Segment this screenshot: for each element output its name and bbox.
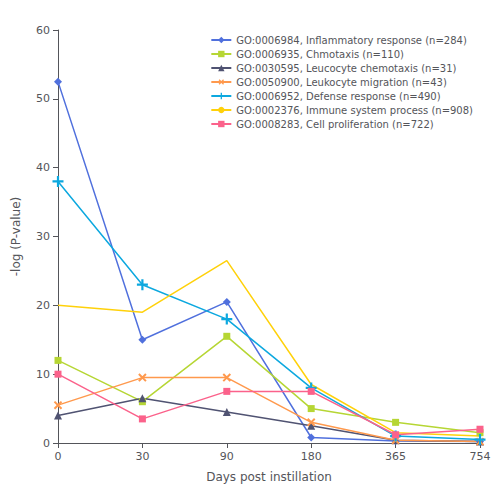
svg-text:50: 50 — [36, 92, 50, 105]
svg-text:GO:0050900, Leukocyte migratio: GO:0050900, Leukocyte migration (n=43) — [236, 77, 447, 88]
svg-text:754: 754 — [470, 450, 491, 463]
svg-text:20: 20 — [36, 299, 50, 312]
svg-text:0: 0 — [43, 437, 50, 450]
svg-text:GO:0006952, Defense response (: GO:0006952, Defense response (n=490) — [236, 91, 440, 102]
svg-text:GO:0006984, Inflammatory respo: GO:0006984, Inflammatory response (n=284… — [236, 35, 467, 46]
svg-text:GO:0008283, Cell proliferation: GO:0008283, Cell proliferation (n=722) — [236, 119, 433, 130]
svg-text:60: 60 — [36, 24, 50, 37]
svg-text:GO:0006935, Chmotaxis (n=110): GO:0006935, Chmotaxis (n=110) — [236, 49, 404, 60]
svg-text:40: 40 — [36, 161, 50, 174]
svg-text:GO:0002376, Immune system proc: GO:0002376, Immune system process (n=908… — [236, 105, 473, 116]
svg-text:GO:0030595, Leucocyte chemotax: GO:0030595, Leucocyte chemotaxis (n=31) — [236, 63, 456, 74]
svg-text:30: 30 — [135, 450, 149, 463]
svg-text:Days post instillation: Days post instillation — [206, 470, 332, 484]
svg-text:365: 365 — [385, 450, 406, 463]
svg-text:30: 30 — [36, 230, 50, 243]
svg-text:90: 90 — [220, 450, 234, 463]
svg-text:10: 10 — [36, 368, 50, 381]
svg-text:180: 180 — [301, 450, 322, 463]
svg-text:0: 0 — [55, 450, 62, 463]
svg-text:-log (P-value): -log (P-value) — [9, 197, 23, 277]
